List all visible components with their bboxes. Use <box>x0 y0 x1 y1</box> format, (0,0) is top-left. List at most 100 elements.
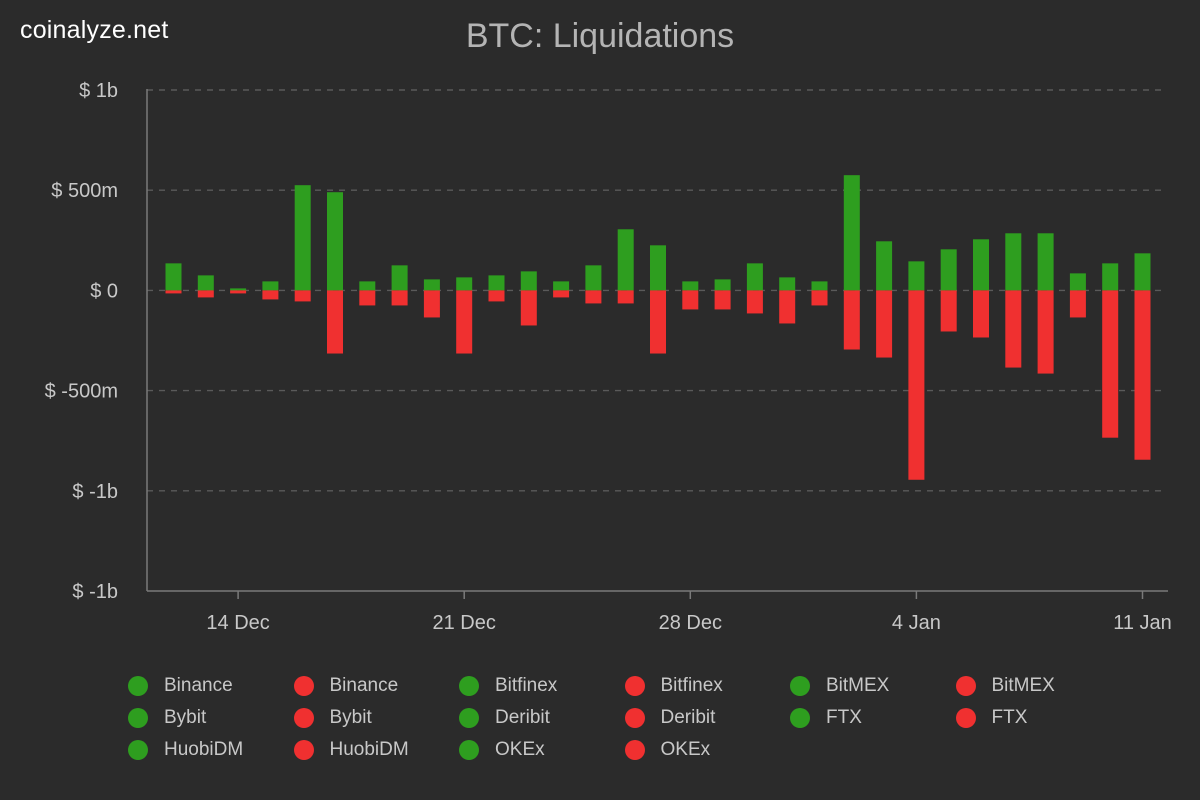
legend-label: HuobiDM <box>329 739 409 760</box>
long-liquidation-bar <box>327 192 343 291</box>
y-tick-label: $ 1b <box>79 80 118 102</box>
long-liquidation-bar <box>908 261 925 291</box>
short-liquidation-bar <box>779 290 796 324</box>
short-liquidation-bar <box>1037 290 1054 374</box>
short-liquidation-bar <box>456 290 473 354</box>
long-liquidation-bar <box>456 277 473 291</box>
y-tick-label: $ -1b <box>72 581 118 603</box>
legend-dot-icon <box>459 708 479 728</box>
legend-item[interactable]: Binance <box>293 670 460 702</box>
short-liquidation-bar <box>843 290 860 350</box>
legend-item[interactable]: OKEx <box>459 734 625 766</box>
short-liquidation-bar <box>650 290 666 354</box>
long-liquidation-bar <box>973 239 989 291</box>
legend-label: Deribit <box>660 707 716 728</box>
long-liquidation-bar <box>650 245 666 291</box>
legend-label: Binance <box>164 675 233 696</box>
short-liquidation-bar <box>1102 290 1119 438</box>
legend-dot-icon <box>293 676 314 696</box>
short-liquidation-bar <box>908 290 925 480</box>
legend-item[interactable]: FTX <box>955 702 1122 734</box>
brand-logo-text: coinalyze.net <box>20 16 169 44</box>
short-liquidation-bar <box>488 290 505 302</box>
short-liquidation-bar <box>682 290 699 310</box>
legend-dot-icon <box>624 676 645 696</box>
legend-dot-icon <box>128 676 148 696</box>
long-liquidation-bar <box>391 265 408 291</box>
legend-label: Binance <box>329 675 399 696</box>
legend-label: OKEx <box>660 739 711 760</box>
short-liquidation-bar <box>714 290 731 310</box>
long-liquidation-bar <box>230 288 247 291</box>
legend-label: OKEx <box>495 739 545 760</box>
legend-item[interactable]: Bybit <box>293 702 460 734</box>
legend-label: FTX <box>826 707 862 728</box>
long-liquidation-bar <box>1037 233 1054 291</box>
short-liquidation-bar <box>940 290 957 332</box>
long-liquidation-bar <box>585 265 602 291</box>
long-liquidation-bar <box>940 249 957 291</box>
legend-item[interactable]: FTX <box>790 702 956 734</box>
long-liquidation-bar <box>811 281 828 291</box>
short-liquidation-bar <box>230 290 247 294</box>
legend-dot-icon <box>459 676 479 696</box>
legend-item[interactable]: Bybit <box>128 702 294 734</box>
long-liquidation-bar <box>262 281 279 291</box>
short-liquidation-bar <box>811 290 828 306</box>
long-liquidation-bar <box>359 281 376 291</box>
short-liquidation-bar <box>876 290 893 358</box>
legend-item[interactable]: HuobiDM <box>128 734 294 766</box>
legend-item[interactable]: OKEx <box>624 734 791 766</box>
x-tick-label: 21 Dec <box>433 612 496 634</box>
legend-label: BitMEX <box>991 675 1055 696</box>
legend-label: HuobiDM <box>164 739 244 760</box>
short-liquidation-bar <box>197 290 214 298</box>
chart-legend: Binance Binance Bitfinex Bitfinex BitMEX BitM… <box>128 670 1121 766</box>
long-liquidation-bar <box>520 271 537 291</box>
legend-item[interactable]: Binance <box>128 670 294 702</box>
chart-title: BTC: Liquidations <box>466 17 734 55</box>
y-tick-label: $ 0 <box>90 280 118 302</box>
legend-dot-icon <box>459 740 479 760</box>
long-liquidation-bar <box>423 279 440 291</box>
long-liquidation-bar <box>876 241 893 291</box>
legend-dot-icon <box>624 740 645 760</box>
legend-item[interactable]: BitMEX <box>790 670 956 702</box>
long-liquidation-bar <box>197 275 214 291</box>
short-liquidation-bar <box>1134 290 1151 460</box>
long-liquidation-bar <box>165 263 182 291</box>
short-liquidation-bar <box>165 290 182 294</box>
legend-label: Bitfinex <box>495 675 558 696</box>
long-liquidation-bar <box>714 279 731 291</box>
legend-label: Deribit <box>495 707 550 728</box>
legend-item[interactable]: Bitfinex <box>624 670 791 702</box>
long-liquidation-bar <box>1005 233 1022 291</box>
legend-dot-icon <box>128 740 148 760</box>
x-tick-label: 28 Dec <box>659 612 722 634</box>
short-liquidation-bar <box>1005 290 1022 368</box>
long-liquidation-bar <box>843 175 860 291</box>
legend-label: FTX <box>991 707 1028 728</box>
y-axis-tick-labels: $ 1b $ 500m $ 0 $ -500m $ -1b $ -1b <box>45 80 118 603</box>
short-liquidation-bar <box>327 290 343 354</box>
short-liquidation-bar <box>423 290 440 318</box>
legend-item[interactable]: Deribit <box>624 702 791 734</box>
legend-dot-icon <box>955 676 976 696</box>
legend-item[interactable]: Deribit <box>459 702 625 734</box>
legend-dot-icon <box>790 676 810 696</box>
short-liquidation-bar <box>585 290 602 304</box>
legend-label: Bybit <box>164 707 207 728</box>
legend-item[interactable]: Bitfinex <box>459 670 625 702</box>
long-liquidation-bar <box>682 281 699 291</box>
short-liquidation-bar <box>746 290 763 314</box>
short-liquidation-bar <box>294 290 311 302</box>
legend-item[interactable]: BitMEX <box>955 670 1122 702</box>
long-liquidation-bar <box>488 275 505 291</box>
long-liquidation-bar <box>746 263 763 291</box>
bar-series <box>165 175 1151 480</box>
long-liquidation-bar <box>1069 273 1086 291</box>
short-liquidation-bar <box>520 290 537 326</box>
legend-dot-icon <box>790 708 810 728</box>
legend-item[interactable]: HuobiDM <box>293 734 460 766</box>
